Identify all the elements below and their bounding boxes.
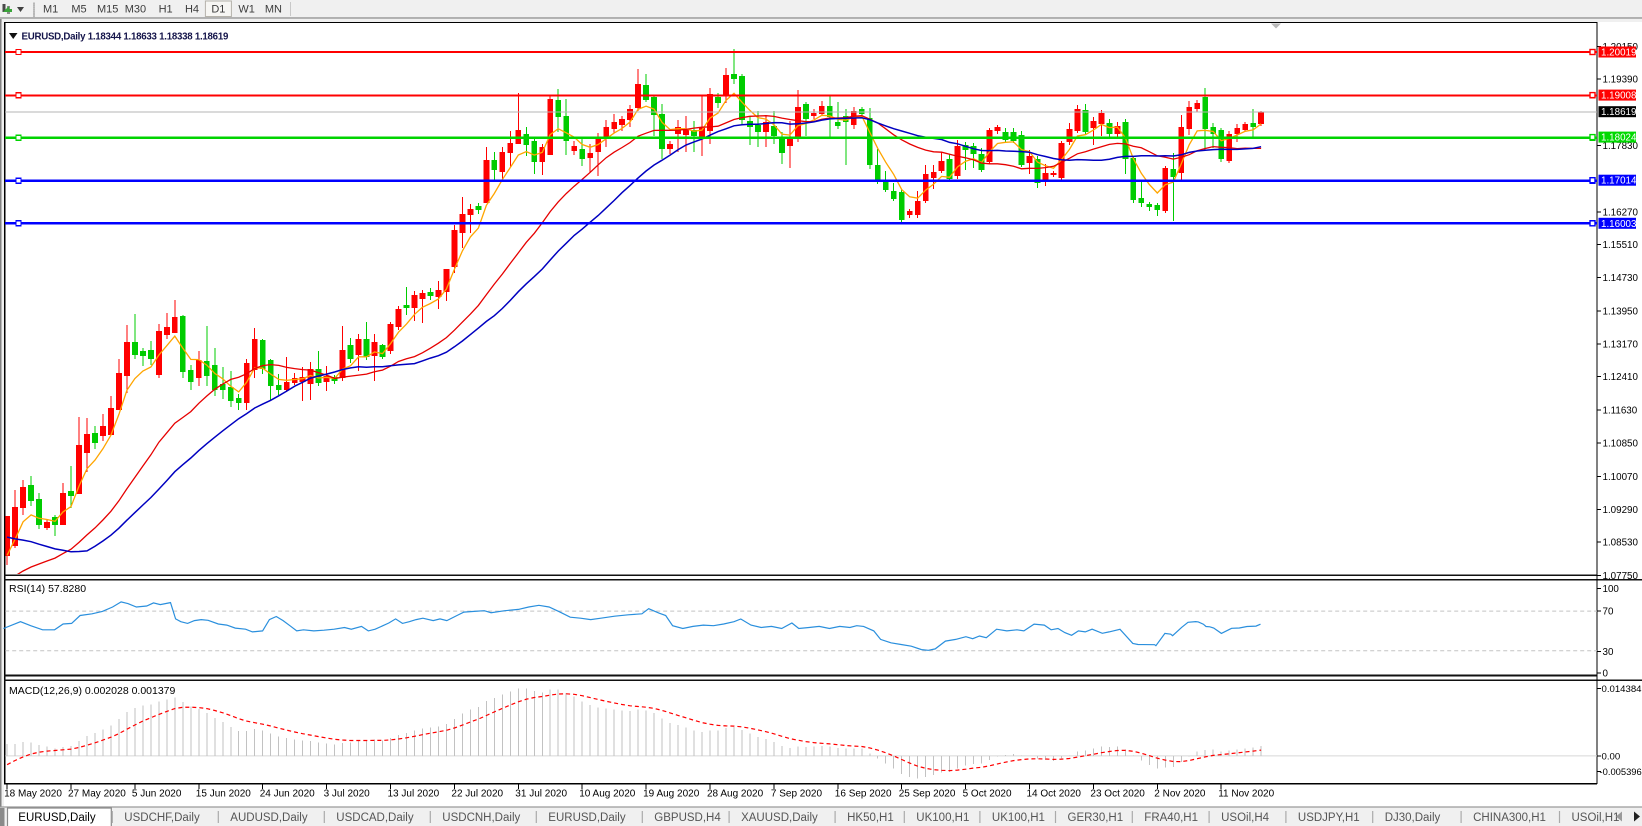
svg-text:30: 30 [1603,647,1614,658]
svg-text:XAUUSD,Daily: XAUUSD,Daily [741,812,818,824]
svg-text:23 Oct 2020: 23 Oct 2020 [1090,789,1145,800]
svg-text:EURUSD,Daily 1.18344 1.18633: EURUSD,Daily 1.18344 1.18633 1.18338 1.1… [22,32,229,43]
svg-text:USDCNH,Daily: USDCNH,Daily [442,812,520,824]
svg-text:18 May 2020: 18 May 2020 [4,789,62,800]
svg-text:UK100,H1: UK100,H1 [992,812,1045,824]
svg-text:11 Nov 2020: 11 Nov 2020 [1218,789,1274,800]
svg-text:H1: H1 [159,4,173,16]
svg-text:USDCAD,Daily: USDCAD,Daily [336,812,414,824]
svg-text:EURUSD,Daily: EURUSD,Daily [18,812,96,824]
svg-text:1.16003: 1.16003 [1601,219,1637,230]
svg-text:15 Jun 2020: 15 Jun 2020 [196,789,251,800]
svg-text:1.08530: 1.08530 [1603,538,1639,549]
svg-text:GER30,H1: GER30,H1 [1068,812,1124,824]
svg-text:31 Jul 2020: 31 Jul 2020 [515,789,567,800]
svg-text:14 Oct 2020: 14 Oct 2020 [1027,789,1082,800]
svg-text:1.14730: 1.14730 [1603,273,1639,284]
svg-text:1.15510: 1.15510 [1603,240,1639,251]
svg-text:H4: H4 [185,4,199,16]
svg-text:USDJPY,H1: USDJPY,H1 [1298,812,1360,824]
svg-text:USOil,H4: USOil,H4 [1221,812,1270,824]
svg-text:M30: M30 [125,4,146,16]
svg-text:MN: MN [265,4,282,16]
svg-text:70: 70 [1603,607,1614,618]
svg-text:W1: W1 [238,4,255,16]
svg-text:1.20019: 1.20019 [1601,48,1636,59]
svg-text:-0.005396: -0.005396 [1600,766,1642,777]
svg-text:10 Aug 2020: 10 Aug 2020 [579,789,636,800]
svg-text:MACD(12,26,9) 0.002028 0.00137: MACD(12,26,9) 0.002028 0.001379 [9,685,176,697]
svg-text:FRA40,H1: FRA40,H1 [1144,812,1198,824]
svg-text:M15: M15 [97,4,118,16]
svg-text:AUDUSD,Daily: AUDUSD,Daily [230,812,308,824]
svg-text:25 Sep 2020: 25 Sep 2020 [899,789,956,800]
svg-text:1.19390: 1.19390 [1603,74,1639,85]
svg-text:DJ30,Daily: DJ30,Daily [1385,812,1441,824]
svg-text:HK50,H1: HK50,H1 [847,812,894,824]
svg-text:27 May 2020: 27 May 2020 [68,789,126,800]
svg-text:22 Jul 2020: 22 Jul 2020 [451,789,503,800]
svg-text:1.09290: 1.09290 [1603,505,1639,516]
svg-text:1.10070: 1.10070 [1603,472,1639,483]
svg-text:EURUSD,Daily: EURUSD,Daily [548,812,626,824]
svg-text:UK100,H1: UK100,H1 [916,812,969,824]
svg-text:16 Sep 2020: 16 Sep 2020 [835,789,892,800]
svg-text:1.18024: 1.18024 [1601,133,1637,144]
svg-text:GBPUSD,H4: GBPUSD,H4 [654,812,721,824]
svg-text:1.16270: 1.16270 [1603,207,1639,218]
svg-text:M1: M1 [43,4,58,16]
svg-text:RSI(14) 57.8280: RSI(14) 57.8280 [9,583,86,595]
svg-text:100: 100 [1603,584,1620,595]
svg-text:1.19008: 1.19008 [1601,91,1637,102]
svg-text:CHINA300,H1: CHINA300,H1 [1473,812,1546,824]
svg-text:0.014384: 0.014384 [1602,684,1642,695]
svg-text:7 Sep 2020: 7 Sep 2020 [771,789,823,800]
svg-text:24 Jun 2020: 24 Jun 2020 [260,789,315,800]
svg-text:28 Aug 2020: 28 Aug 2020 [707,789,764,800]
svg-text:0: 0 [1603,668,1609,679]
svg-text:1.11630: 1.11630 [1603,405,1638,416]
svg-text:5 Jun 2020: 5 Jun 2020 [132,789,182,800]
svg-text:19 Aug 2020: 19 Aug 2020 [643,789,700,800]
svg-text:USDCHF,Daily: USDCHF,Daily [124,812,200,824]
svg-text:1.13950: 1.13950 [1603,306,1639,317]
svg-text:0.00: 0.00 [1602,751,1621,762]
svg-text:1.17830: 1.17830 [1603,141,1639,152]
svg-text:3 Jul 2020: 3 Jul 2020 [324,789,371,800]
svg-text:M5: M5 [71,4,86,16]
svg-text:USOil,H1: USOil,H1 [1572,812,1620,824]
svg-text:1.17014: 1.17014 [1601,176,1637,187]
svg-text:1.07750: 1.07750 [1603,571,1639,582]
svg-text:1.13170: 1.13170 [1603,340,1639,351]
svg-text:13 Jul 2020: 13 Jul 2020 [388,789,440,800]
svg-text:1.18619: 1.18619 [1601,107,1636,118]
svg-text:5 Oct 2020: 5 Oct 2020 [963,789,1012,800]
svg-text:2 Nov 2020: 2 Nov 2020 [1154,789,1206,800]
svg-text:1.10850: 1.10850 [1603,439,1639,450]
svg-text:D1: D1 [211,4,225,16]
svg-text:1.12410: 1.12410 [1603,372,1639,383]
